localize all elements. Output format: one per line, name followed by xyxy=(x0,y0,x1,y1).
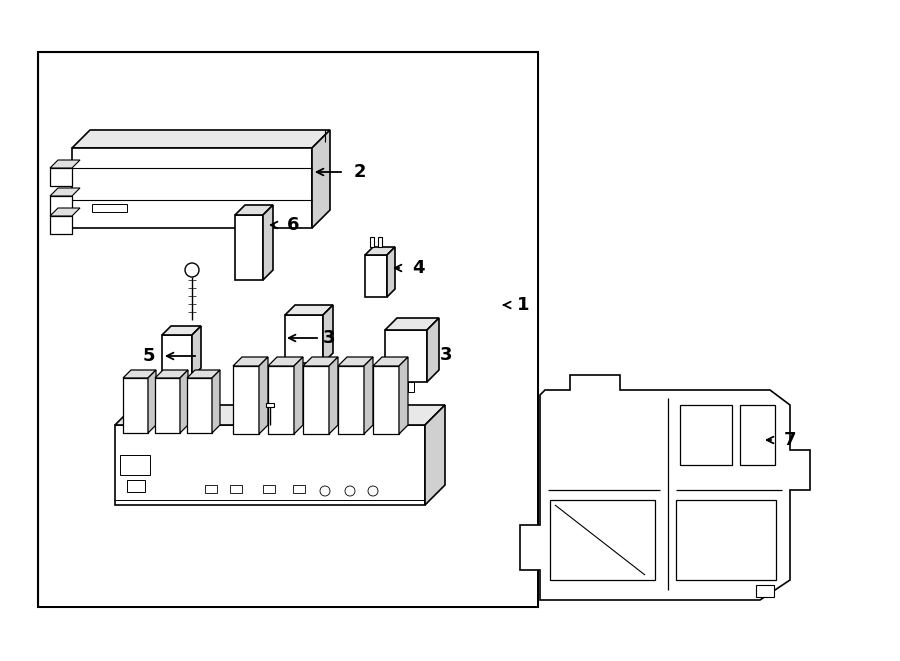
Polygon shape xyxy=(192,326,201,377)
Bar xyxy=(127,480,145,492)
Bar xyxy=(40,54,536,605)
Polygon shape xyxy=(50,160,80,168)
Bar xyxy=(740,405,775,465)
Polygon shape xyxy=(50,188,80,196)
Text: 2: 2 xyxy=(354,163,366,181)
Polygon shape xyxy=(338,357,373,366)
Bar xyxy=(292,363,299,373)
Text: 1: 1 xyxy=(517,296,529,314)
Polygon shape xyxy=(233,357,268,366)
Polygon shape xyxy=(285,315,323,363)
Polygon shape xyxy=(520,375,810,600)
Polygon shape xyxy=(50,208,80,216)
Polygon shape xyxy=(303,366,329,434)
Polygon shape xyxy=(72,148,312,228)
Polygon shape xyxy=(233,366,259,434)
Polygon shape xyxy=(187,370,220,378)
Polygon shape xyxy=(294,357,303,434)
Text: 4: 4 xyxy=(412,259,425,277)
Bar xyxy=(263,485,275,493)
Text: 5: 5 xyxy=(142,347,155,365)
Bar xyxy=(393,382,400,392)
Polygon shape xyxy=(115,425,425,505)
Polygon shape xyxy=(323,305,333,363)
Bar xyxy=(370,237,374,247)
Bar xyxy=(92,204,127,212)
Polygon shape xyxy=(427,318,439,382)
Polygon shape xyxy=(148,370,156,433)
Polygon shape xyxy=(123,370,156,378)
Polygon shape xyxy=(155,378,180,433)
Bar xyxy=(38,52,538,607)
Bar xyxy=(293,485,305,493)
Polygon shape xyxy=(303,357,338,366)
Polygon shape xyxy=(50,168,72,186)
Polygon shape xyxy=(285,305,333,315)
Polygon shape xyxy=(50,216,72,234)
Bar xyxy=(680,405,732,465)
Circle shape xyxy=(185,263,199,277)
Circle shape xyxy=(368,486,378,496)
Polygon shape xyxy=(399,357,408,434)
Polygon shape xyxy=(123,378,148,433)
Polygon shape xyxy=(373,357,408,366)
Polygon shape xyxy=(338,366,364,434)
Bar xyxy=(266,403,274,407)
Polygon shape xyxy=(235,215,263,280)
Polygon shape xyxy=(115,405,445,425)
Polygon shape xyxy=(162,335,192,377)
Polygon shape xyxy=(364,357,373,434)
Polygon shape xyxy=(312,130,330,228)
Polygon shape xyxy=(50,196,72,214)
Polygon shape xyxy=(385,318,439,330)
Polygon shape xyxy=(387,247,395,297)
Polygon shape xyxy=(259,357,268,434)
Circle shape xyxy=(320,486,330,496)
Polygon shape xyxy=(365,255,387,297)
Polygon shape xyxy=(425,405,445,505)
Bar xyxy=(550,500,655,580)
Polygon shape xyxy=(329,357,338,434)
Bar xyxy=(168,377,174,387)
Bar xyxy=(205,485,217,493)
Polygon shape xyxy=(263,205,273,280)
Text: 7: 7 xyxy=(784,431,796,449)
Bar xyxy=(306,363,312,373)
Text: 3: 3 xyxy=(323,329,336,347)
Text: 3: 3 xyxy=(440,346,453,364)
Circle shape xyxy=(345,486,355,496)
Bar xyxy=(120,455,150,475)
Polygon shape xyxy=(212,370,220,433)
Polygon shape xyxy=(268,366,294,434)
Polygon shape xyxy=(373,366,399,434)
Text: 6: 6 xyxy=(287,216,300,234)
Bar xyxy=(178,377,184,387)
Bar xyxy=(408,382,414,392)
Polygon shape xyxy=(180,370,188,433)
Polygon shape xyxy=(72,130,330,148)
Polygon shape xyxy=(187,378,212,433)
Polygon shape xyxy=(235,205,273,215)
Bar xyxy=(378,237,382,247)
Bar xyxy=(756,585,774,597)
Polygon shape xyxy=(385,330,427,382)
Polygon shape xyxy=(155,370,188,378)
Bar xyxy=(230,485,242,493)
Polygon shape xyxy=(365,247,395,255)
Polygon shape xyxy=(162,326,201,335)
Bar xyxy=(676,500,776,580)
Polygon shape xyxy=(268,357,303,366)
